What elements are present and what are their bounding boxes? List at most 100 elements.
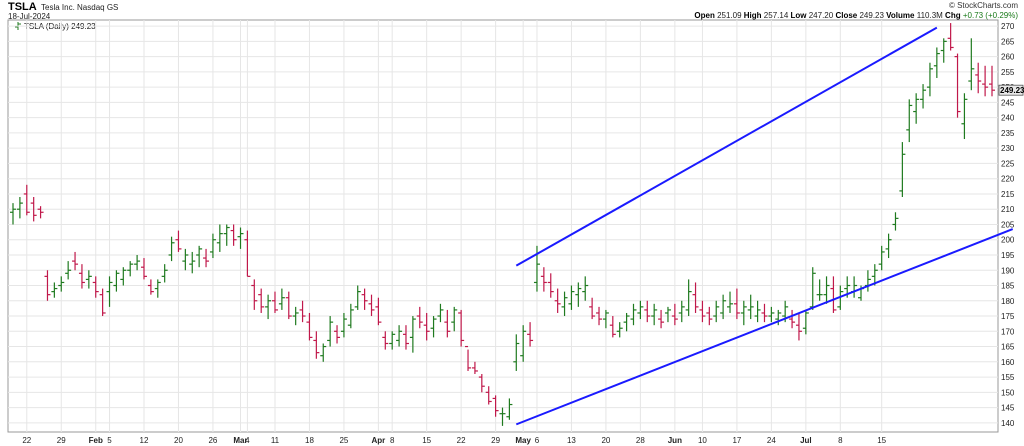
ohlc-bar (347, 303, 354, 329)
ohlc-bar (851, 276, 858, 298)
ohlc-bar (451, 306, 458, 332)
ohlc-bar (616, 322, 623, 338)
y-axis: 140 145 150 155 160 165 170 175 180 185 190 195 200 2… (1001, 22, 1015, 428)
ohlc-bar (740, 300, 747, 326)
x-tick-label: 8 (838, 436, 843, 445)
ohlc-bar (754, 300, 761, 323)
ohlc-bar (747, 294, 754, 320)
ohlc-bar (327, 316, 334, 347)
x-tick-label: 22 (22, 436, 31, 445)
ohlc-bar (271, 291, 278, 313)
ohlc-bar (37, 206, 44, 219)
x-tick-label: 28 (636, 436, 645, 445)
chg-label: Chg (945, 11, 961, 20)
chg-value: +0.73 (+0.29%) (962, 11, 1018, 20)
ohlc-bar (561, 291, 568, 317)
x-tick-label: 25 (339, 436, 348, 445)
ohlc-bar (423, 312, 430, 341)
high-label: High (743, 11, 762, 20)
ohlc-bar (733, 288, 740, 320)
ohlc-bar (968, 38, 975, 91)
ohlc-bar (258, 288, 265, 313)
last-price-tag: 249.23 (998, 84, 1024, 96)
ohlc-bar (354, 285, 361, 310)
price-tag-box (998, 84, 1024, 96)
ohlc-bar (706, 306, 713, 326)
y-tick-label: 210 (1001, 205, 1015, 214)
ohlc-bar (816, 279, 823, 301)
brand-label: © StockCharts.com (948, 1, 1018, 10)
ohlc-bar (982, 65, 989, 97)
ohlc-bar (320, 343, 327, 362)
ohlc-bar (989, 65, 995, 97)
ohlc-bar (768, 306, 775, 323)
ohlc-bar (975, 62, 982, 94)
ohlc-bar (947, 23, 954, 51)
ohlc-bar (540, 267, 547, 292)
ohlc-bar (961, 93, 968, 140)
ohlc-bar (430, 316, 437, 338)
ohlc-bar (920, 84, 927, 109)
ohlc-bar (175, 230, 182, 252)
ohlc-bar (478, 374, 485, 393)
ohlc-bar (416, 306, 423, 329)
ohlc-bar (823, 276, 830, 304)
ohlc-bar (513, 334, 520, 371)
ohlc-bar (127, 261, 134, 277)
ohlc-bar (554, 288, 561, 313)
ohlc-bar (678, 300, 685, 323)
ohlc-bar (471, 361, 478, 375)
x-tick-label: 8 (390, 436, 395, 445)
ohlc-bar (313, 331, 320, 359)
ohlc-bar (196, 245, 203, 268)
ohlc-bar (251, 279, 258, 310)
ohlc-bar (506, 398, 513, 420)
company-name: Tesla Inc. (41, 3, 75, 12)
ohlc-bar (623, 312, 630, 332)
ohlc-bar (802, 309, 809, 335)
ohlc-bar (402, 325, 409, 350)
ohlc-bar (664, 306, 671, 323)
x-tick-label: 29 (57, 436, 66, 445)
exchange-name: Nasdaq GS (77, 3, 119, 12)
ohlc-bar (761, 303, 768, 323)
y-tick-label: 230 (1001, 144, 1015, 153)
ohlc-bar (658, 309, 665, 329)
ohlc-bar (609, 316, 616, 338)
y-tick-label: 145 (1001, 404, 1015, 413)
x-tick-label: Apr (372, 436, 386, 445)
x-tick-label: 4 (245, 436, 250, 445)
ohlc-bar (58, 276, 65, 292)
ohlc-bar (389, 331, 396, 350)
ohlc-bar (16, 197, 23, 219)
ohlc-bar (602, 309, 609, 329)
ohlc-bar (23, 184, 30, 216)
ohlc-bar (154, 279, 161, 298)
company-exchange: Tesla Inc. Nasdaq GS (41, 3, 118, 12)
ohlc-bar (51, 282, 58, 298)
y-tick-label: 240 (1001, 114, 1015, 123)
y-tick-label: 195 (1001, 251, 1015, 260)
close-value: 249.23 (859, 11, 884, 20)
ohlc-bar (223, 224, 230, 246)
ohlc-bar (713, 300, 720, 323)
close-label: Close (835, 11, 858, 20)
ohlc-bar (216, 224, 223, 252)
ohlc-bar (140, 258, 147, 280)
ohlc-bar (72, 251, 79, 271)
x-tick-label: 11 (271, 436, 280, 445)
x-tick-label: 29 (491, 436, 500, 445)
y-tick-label: 160 (1001, 358, 1015, 367)
ohlc-bar (340, 312, 347, 338)
ohlc-bar (727, 291, 734, 313)
x-tick-label: 10 (698, 436, 707, 445)
ohlc-bar (444, 309, 451, 338)
trendline-lower (515, 228, 1014, 426)
ohlc-bar (285, 291, 292, 320)
ohlc-bar (375, 297, 382, 326)
x-tick-label: 6 (535, 436, 540, 445)
ohlc-bar (926, 62, 933, 97)
ohlc-bar (244, 230, 251, 277)
